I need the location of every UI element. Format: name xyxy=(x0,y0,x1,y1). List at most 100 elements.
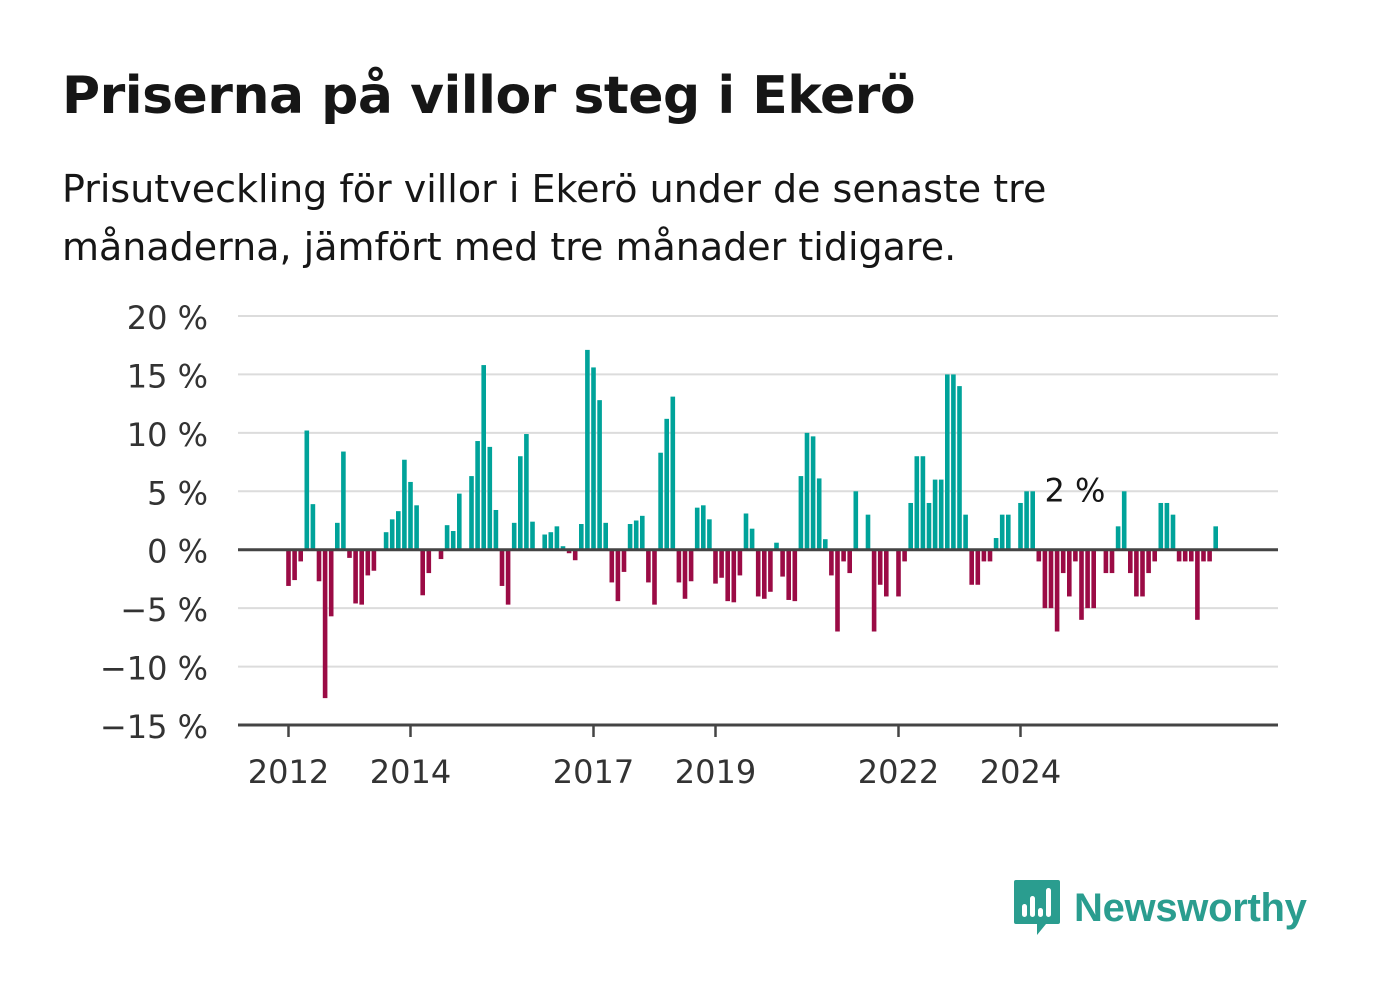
bar xyxy=(938,479,944,550)
bar xyxy=(646,549,651,583)
bar xyxy=(884,549,889,597)
bar xyxy=(1189,549,1194,562)
bar xyxy=(359,549,364,605)
bar xyxy=(1128,549,1133,574)
bar xyxy=(335,522,340,550)
bar xyxy=(603,522,608,550)
bar xyxy=(341,451,346,550)
bar xyxy=(292,549,297,581)
bar xyxy=(481,365,486,550)
bar xyxy=(328,549,334,617)
bar xyxy=(438,549,444,560)
bar xyxy=(640,515,645,550)
bar xyxy=(823,539,828,550)
y-tick-label: −5 % xyxy=(120,591,208,629)
bar xyxy=(627,524,633,550)
brand-name: Newsworthy xyxy=(1074,885,1307,930)
bar xyxy=(530,521,535,550)
bar xyxy=(694,507,700,550)
bar xyxy=(1024,491,1029,550)
bar xyxy=(493,509,499,550)
y-tick-label: −10 % xyxy=(100,650,208,688)
bar xyxy=(847,549,852,574)
bar xyxy=(591,367,596,550)
bar xyxy=(505,549,511,605)
bar xyxy=(621,549,627,572)
bar xyxy=(871,549,877,632)
bar xyxy=(1176,549,1182,562)
bar xyxy=(670,396,676,550)
bar xyxy=(469,476,474,550)
bar xyxy=(743,513,749,550)
latest-value-annotation: 2 % xyxy=(1044,471,1105,509)
bar xyxy=(658,452,663,550)
bar xyxy=(518,456,523,550)
y-tick-label: 10 % xyxy=(127,416,208,454)
bar xyxy=(768,549,773,592)
bar xyxy=(1146,549,1151,574)
bar xyxy=(566,549,572,554)
bar xyxy=(725,549,730,602)
bar xyxy=(389,519,395,550)
bar xyxy=(664,418,669,550)
bar xyxy=(737,549,743,576)
bar xyxy=(286,549,291,586)
bar xyxy=(957,386,962,550)
bar xyxy=(420,549,425,596)
bar xyxy=(1207,549,1212,562)
bar xyxy=(597,400,602,550)
bar xyxy=(1182,549,1188,562)
bar xyxy=(804,432,810,550)
bar xyxy=(676,549,682,583)
bar xyxy=(572,549,578,561)
bar xyxy=(755,549,761,597)
bar xyxy=(499,549,505,586)
bar xyxy=(908,502,913,550)
x-tick-label: 2017 xyxy=(553,753,634,791)
bar xyxy=(609,549,615,583)
bar xyxy=(701,505,706,550)
bar xyxy=(554,526,560,550)
bar xyxy=(298,549,303,562)
bar xyxy=(615,549,621,602)
bar xyxy=(896,549,901,597)
newsworthy-logo: Newsworthy xyxy=(1012,878,1307,938)
y-tick-label: 15 % xyxy=(127,357,208,395)
bar xyxy=(932,479,938,550)
bar xyxy=(316,549,322,582)
bar xyxy=(383,532,389,550)
bar xyxy=(1152,549,1157,562)
bar xyxy=(652,549,657,605)
bar xyxy=(444,525,450,550)
bar xyxy=(902,549,907,562)
bar xyxy=(1158,502,1164,550)
x-tick-label: 2022 xyxy=(858,753,939,791)
bar xyxy=(1140,549,1145,597)
bar xyxy=(975,549,981,585)
bar xyxy=(1121,491,1127,550)
bar xyxy=(402,459,407,550)
bar xyxy=(1042,549,1048,609)
y-tick-label: −15 % xyxy=(100,708,208,746)
bar xyxy=(365,549,371,576)
bar xyxy=(993,538,999,550)
bar xyxy=(688,549,694,582)
bar xyxy=(475,441,480,550)
bar xyxy=(920,456,926,550)
bar xyxy=(524,434,529,550)
bar xyxy=(1054,549,1060,632)
bar xyxy=(945,374,950,550)
bar xyxy=(969,549,974,585)
bar xyxy=(487,446,493,550)
bar xyxy=(792,549,798,602)
bar xyxy=(1109,549,1115,574)
chart-subtitle: Prisutveckling för villor i Ekerö under … xyxy=(62,167,1047,269)
bar xyxy=(633,520,639,550)
bar xyxy=(798,476,804,550)
bar xyxy=(731,549,737,603)
bar xyxy=(682,549,688,599)
bar xyxy=(987,549,993,562)
bar xyxy=(426,549,432,574)
bar xyxy=(719,549,724,578)
bar xyxy=(560,546,566,550)
